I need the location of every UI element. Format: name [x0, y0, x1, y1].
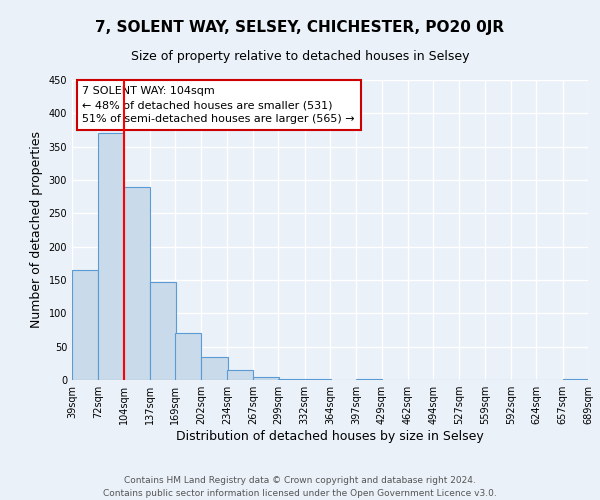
- Text: Size of property relative to detached houses in Selsey: Size of property relative to detached ho…: [131, 50, 469, 63]
- Text: Contains HM Land Registry data © Crown copyright and database right 2024.
Contai: Contains HM Land Registry data © Crown c…: [103, 476, 497, 498]
- Y-axis label: Number of detached properties: Number of detached properties: [30, 132, 43, 328]
- Text: 7, SOLENT WAY, SELSEY, CHICHESTER, PO20 0JR: 7, SOLENT WAY, SELSEY, CHICHESTER, PO20 …: [95, 20, 505, 35]
- Text: 7 SOLENT WAY: 104sqm
← 48% of detached houses are smaller (531)
51% of semi-deta: 7 SOLENT WAY: 104sqm ← 48% of detached h…: [82, 86, 355, 124]
- Bar: [227, 370, 253, 380]
- Bar: [175, 334, 202, 380]
- Bar: [98, 134, 124, 380]
- Bar: [278, 378, 305, 380]
- Bar: [202, 356, 227, 380]
- Bar: [124, 186, 150, 380]
- X-axis label: Distribution of detached houses by size in Selsey: Distribution of detached houses by size …: [176, 430, 484, 443]
- Bar: [253, 376, 279, 380]
- Bar: [150, 282, 176, 380]
- Bar: [72, 270, 98, 380]
